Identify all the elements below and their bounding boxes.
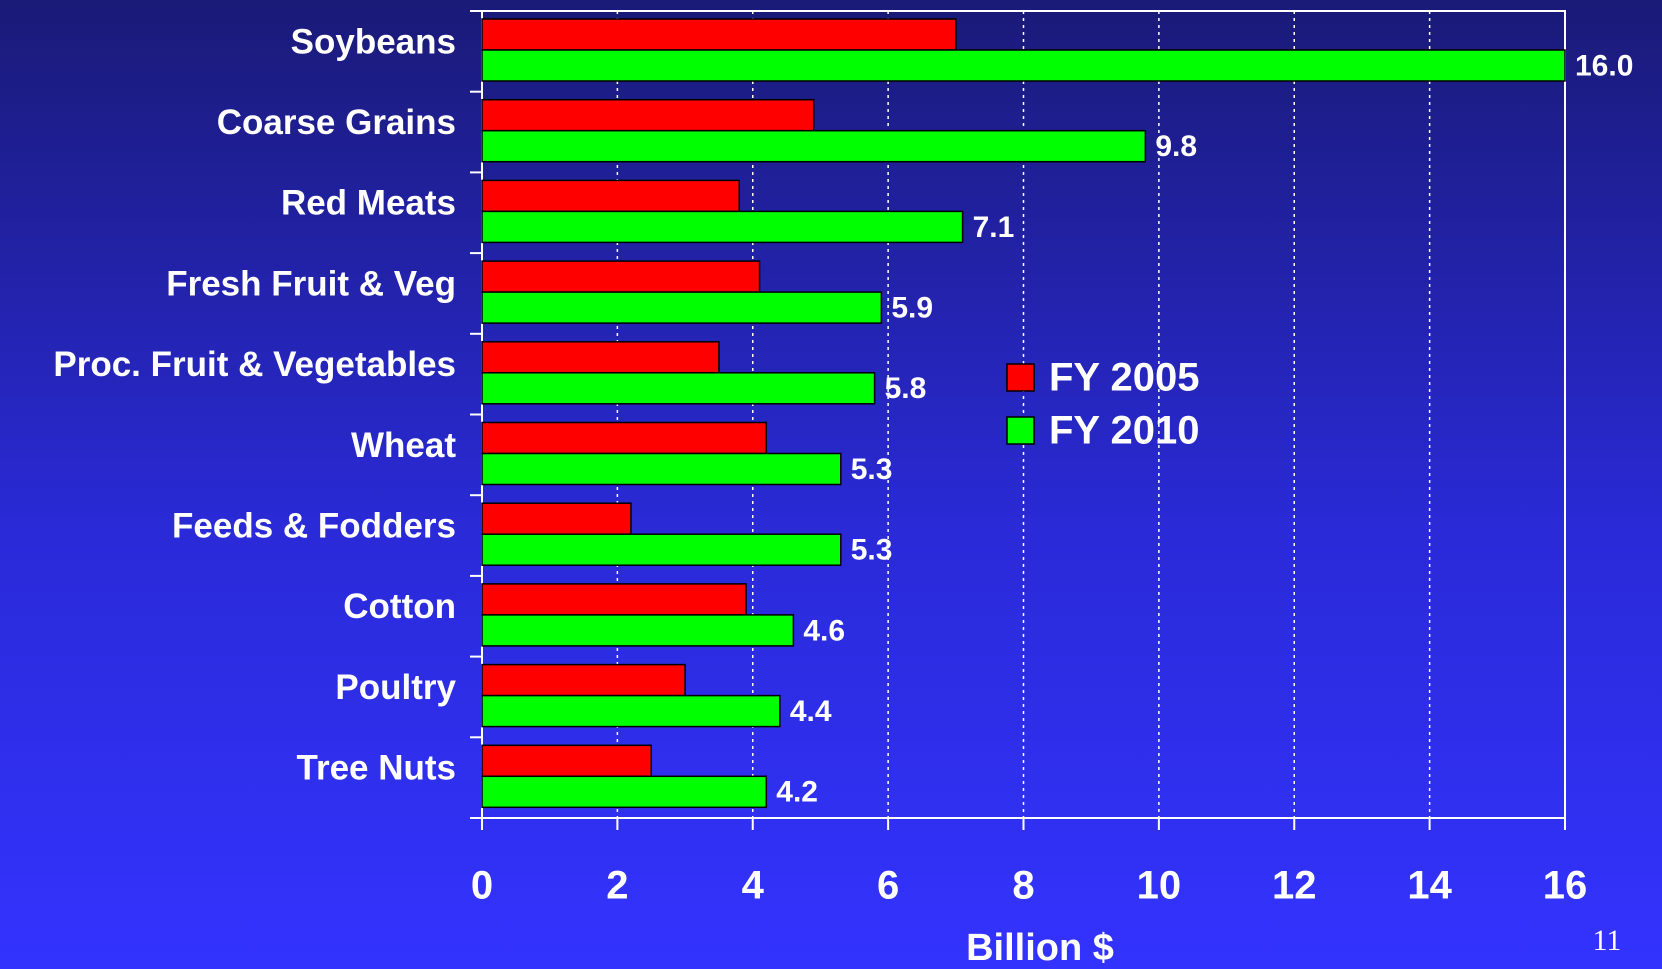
data-label: 7.1: [973, 211, 1015, 244]
y-tick-label: Feeds & Fodders: [172, 506, 456, 545]
bar: [481, 18, 957, 51]
y-tick-label: Fresh Fruit & Veg: [166, 264, 456, 303]
y-tick-label: Wheat: [351, 426, 456, 465]
x-tick-label: 4: [742, 864, 765, 908]
bar: [481, 341, 720, 374]
bar: [481, 421, 768, 455]
data-label: 5.3: [851, 534, 893, 567]
data-label: 16.0: [1575, 49, 1633, 82]
bar: [481, 49, 1566, 82]
x-tick-label: 12: [1272, 864, 1317, 908]
x-tick-label: 14: [1407, 864, 1452, 908]
x-tick-label: 10: [1137, 864, 1182, 908]
bar: [481, 663, 686, 697]
data-label: 4.4: [790, 695, 832, 728]
data-label: 5.8: [885, 372, 927, 405]
legend-label: FY 2005: [1049, 356, 1200, 400]
bar: [481, 614, 795, 647]
bar: [481, 98, 815, 132]
x-tick-label: 16: [1543, 864, 1588, 908]
bar: [481, 452, 842, 486]
y-tick-label: Red Meats: [281, 184, 456, 223]
x-tick-label: 6: [877, 864, 899, 908]
bar: [481, 744, 652, 778]
data-label: 9.8: [1155, 130, 1197, 163]
bar: [481, 583, 747, 616]
bar: [481, 210, 964, 244]
x-tick-label: 0: [471, 864, 493, 908]
y-tick-label: Tree Nuts: [297, 749, 457, 788]
bar: [481, 502, 632, 535]
page-number: 11: [1593, 924, 1622, 957]
legend-swatch: [1006, 363, 1035, 392]
data-label: 4.6: [803, 614, 845, 647]
bar: [481, 533, 842, 566]
bar: [481, 179, 740, 213]
y-tick-label: Proc. Fruit & Vegetables: [53, 345, 456, 384]
bar: [481, 694, 781, 728]
legend-swatch: [1006, 416, 1035, 445]
data-label: 5.3: [851, 453, 893, 486]
y-tick-label: Cotton: [343, 587, 456, 626]
x-tick-label: 2: [606, 864, 628, 908]
bar: [481, 775, 768, 809]
bar: [481, 372, 876, 405]
y-tick-label: Soybeans: [291, 22, 456, 61]
x-axis-label: Billion $: [966, 927, 1114, 969]
data-label: 4.2: [776, 776, 818, 809]
bar: [481, 129, 1147, 163]
bar: [481, 260, 761, 293]
y-tick-label: Poultry: [335, 668, 456, 707]
data-label: 5.9: [891, 292, 933, 325]
y-tick-label: Coarse Grains: [217, 103, 456, 142]
bar: [481, 291, 883, 324]
x-tick-label: 8: [1012, 864, 1034, 908]
legend-label: FY 2010: [1049, 409, 1200, 453]
